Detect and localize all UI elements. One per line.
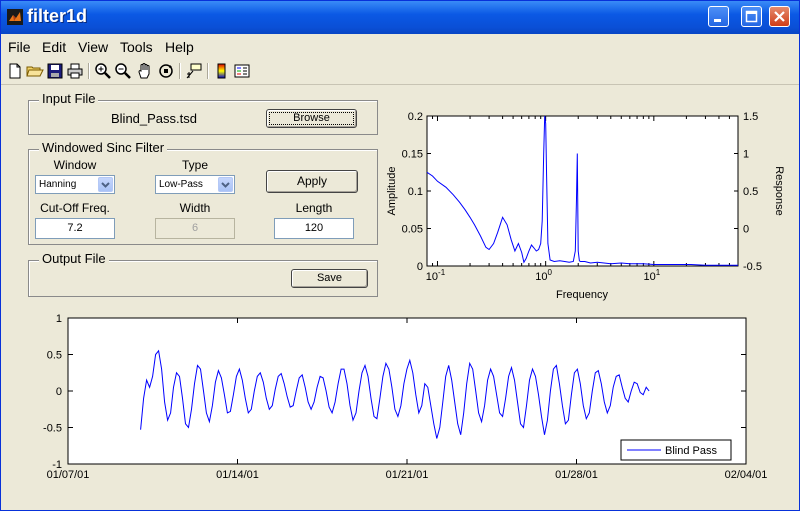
- open-folder-icon[interactable]: [26, 62, 44, 80]
- x-tick-label: 01/14/01: [216, 469, 259, 481]
- menu-edit[interactable]: Edit: [42, 39, 67, 55]
- save-button[interactable]: Save: [291, 269, 368, 288]
- browse-button[interactable]: Browse: [266, 109, 357, 128]
- print-icon[interactable]: [66, 62, 84, 80]
- rotate-3d-icon[interactable]: [157, 62, 175, 80]
- zoom-out-icon[interactable]: [114, 62, 132, 80]
- type-select[interactable]: Low-Pass: [155, 175, 235, 194]
- y-right-tick-label: 0.5: [743, 186, 758, 198]
- x-tick-label: 100: [535, 268, 552, 283]
- figure-area: Input File Blind_Pass.tsd Browse Windowe…: [1, 85, 800, 510]
- input-filename: Blind_Pass.tsd: [111, 111, 197, 126]
- matlab-icon: [7, 9, 23, 25]
- spectrum-line: [426, 115, 738, 266]
- new-file-icon[interactable]: [6, 62, 24, 80]
- window-select-value: Hanning: [39, 179, 77, 190]
- output-file-panel: Output File Save: [28, 251, 378, 297]
- filter-panel: Windowed Sinc Filter Window Hanning Type…: [28, 140, 378, 245]
- filter-title: Windowed Sinc Filter: [39, 140, 168, 155]
- window-label: Window: [53, 158, 97, 172]
- blind-pass-line: [140, 349, 650, 439]
- legend-label: Blind Pass: [665, 445, 717, 457]
- maximize-icon: [745, 10, 758, 23]
- y-tick-label: 0: [56, 386, 62, 398]
- input-file-title: Input File: [39, 91, 99, 106]
- chevron-down-icon: [98, 177, 113, 192]
- menu-help[interactable]: Help: [165, 39, 194, 55]
- width-label: Width: [179, 201, 211, 215]
- output-file-title: Output File: [39, 251, 109, 266]
- x-tick-label: 01/21/01: [386, 469, 429, 481]
- toolbar: [1, 58, 799, 85]
- window-title: filter1d: [27, 6, 88, 26]
- y-tick-label: 0.1: [408, 186, 423, 198]
- y-tick-label: -0.5: [43, 423, 62, 435]
- apply-button[interactable]: Apply: [266, 170, 358, 193]
- plot-background: [426, 115, 739, 267]
- y-right-tick-label: 1: [743, 149, 749, 161]
- y-tick-label: 1: [56, 313, 62, 325]
- length-input[interactable]: 120: [274, 218, 354, 239]
- data-cursor-icon[interactable]: [185, 62, 203, 80]
- time-series-plot[interactable]: -1 -0.5 0 0.5 1 01/07/01 01/14/01 01/21/01 01/28…: [1, 313, 800, 483]
- type-label: Type: [181, 158, 208, 172]
- input-file-panel: Input File Blind_Pass.tsd Browse: [28, 91, 378, 135]
- length-label: Length: [295, 201, 333, 215]
- x-axis-label: Frequency: [556, 289, 608, 301]
- toolbar-separator: [179, 63, 181, 79]
- window-select[interactable]: Hanning: [35, 175, 115, 194]
- menu-view[interactable]: View: [78, 39, 109, 55]
- tick-marks: [67, 317, 747, 465]
- menu-file[interactable]: File: [8, 39, 31, 55]
- type-select-value: Low-Pass: [159, 179, 203, 190]
- x-tick-label: 101: [643, 268, 660, 283]
- menu-bar: File Edit View Tools Help: [1, 34, 799, 58]
- x-tick-label: 01/07/01: [47, 469, 90, 481]
- y-right-tick-label: 1.5: [743, 111, 758, 123]
- legend-box: [620, 439, 732, 461]
- x-tick-label: 10-1: [426, 268, 446, 283]
- y-right-tick-label: 0: [743, 224, 749, 236]
- pan-hand-icon[interactable]: [136, 62, 154, 80]
- y-tick-label: 0.5: [47, 350, 62, 362]
- y-tick-label: 0.15: [402, 149, 423, 161]
- tick-marks: [426, 115, 739, 267]
- cutoff-input[interactable]: 7.2: [35, 218, 115, 239]
- toolbar-separator: [207, 63, 209, 79]
- y-tick-label: 0.2: [408, 111, 423, 123]
- y-right-tick-label: -0.5: [743, 261, 762, 273]
- close-button[interactable]: [769, 6, 790, 27]
- chevron-down-icon: [218, 177, 233, 192]
- title-bar[interactable]: filter1d: [1, 1, 799, 35]
- legend[interactable]: Blind Pass: [620, 439, 732, 461]
- close-icon: [774, 11, 785, 22]
- menu-tools[interactable]: Tools: [120, 39, 153, 55]
- y-tick-label: 0.05: [402, 224, 423, 236]
- x-tick-label: 01/28/01: [555, 469, 598, 481]
- zoom-in-icon[interactable]: [94, 62, 112, 80]
- width-input: 6: [155, 218, 235, 239]
- toolbar-separator: [88, 63, 90, 79]
- maximize-button[interactable]: [741, 6, 762, 27]
- cutoff-label: Cut-Off Freq.: [40, 201, 110, 215]
- y-tick-label: 0: [417, 261, 423, 273]
- save-icon[interactable]: [46, 62, 64, 80]
- frequency-plot[interactable]: 0 0.05 0.1 0.15 0.2 -0.5 0 0.5 1 1.5 10-1 100 101 Fr…: [381, 105, 800, 305]
- colorbar-icon[interactable]: [213, 62, 231, 80]
- y-axis-right-label: Response: [773, 166, 785, 216]
- legend-icon[interactable]: [233, 62, 251, 80]
- y-tick-label: -1: [52, 459, 62, 471]
- minimize-button[interactable]: [708, 6, 729, 27]
- y-axis-label: Amplitude: [386, 167, 398, 216]
- tick-labels: 0 0.05 0.1 0.15 0.2 -0.5 0 0.5 1 1.5 10-1 100 101: [402, 111, 762, 283]
- x-tick-label: 02/04/01: [725, 469, 768, 481]
- minimize-icon: [714, 19, 721, 22]
- tick-labels: -1 -0.5 0 0.5 1 01/07/01 01/14/01 01/21/01 01/28…: [43, 313, 767, 481]
